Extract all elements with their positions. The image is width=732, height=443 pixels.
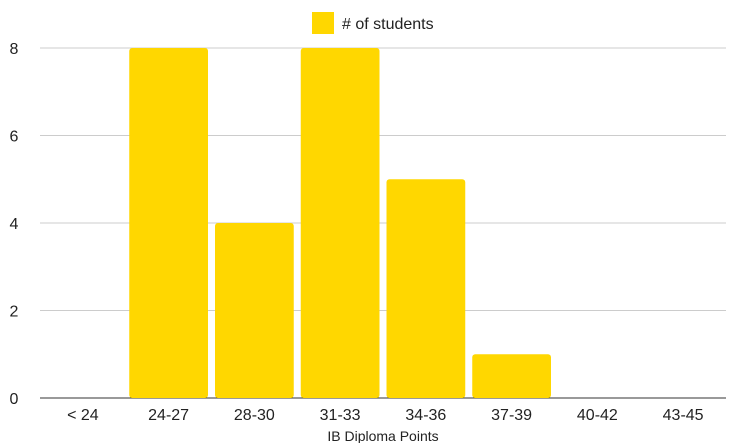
legend-label: # of students [342, 16, 434, 33]
bar [129, 48, 208, 398]
bar [300, 48, 380, 398]
y-tick-label: 0 [10, 391, 19, 408]
x-axis-title: IB Diploma Points [327, 428, 438, 443]
legend-swatch [312, 12, 334, 34]
y-axis-tick-labels: 0 2 4 6 8 [10, 41, 19, 408]
x-tick-label: < 24 [67, 407, 99, 424]
bar [215, 223, 294, 398]
x-tick-label: 37-39 [491, 407, 532, 424]
x-tick-label: 43-45 [663, 407, 704, 424]
bar [472, 354, 551, 398]
x-tick-label: 28-30 [234, 407, 275, 424]
y-tick-label: 2 [10, 304, 19, 321]
y-tick-label: 4 [10, 216, 19, 233]
x-tick-label: 31-33 [320, 407, 361, 424]
x-axis-tick-labels: < 24 24-27 28-30 31-33 34-36 37-39 40-42 43-45 [67, 407, 704, 424]
x-tick-label: 40-42 [577, 407, 618, 424]
x-tick-label: 34-36 [405, 407, 446, 424]
y-tick-label: 8 [10, 41, 19, 58]
x-tick-label: 24-27 [148, 407, 189, 424]
bar [386, 179, 466, 398]
y-tick-label: 6 [10, 129, 19, 146]
legend: # of students [312, 12, 434, 34]
bars [129, 48, 551, 398]
